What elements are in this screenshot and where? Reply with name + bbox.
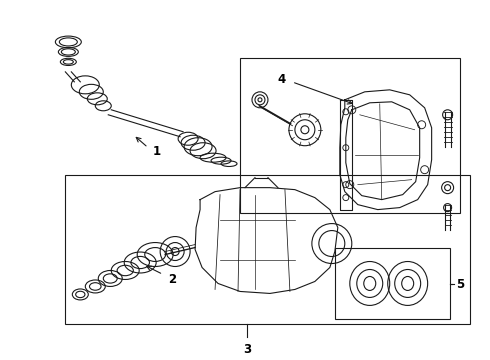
Bar <box>335 248 450 319</box>
Bar <box>65 175 469 324</box>
Text: 3: 3 <box>243 343 251 356</box>
Text: 5: 5 <box>456 278 464 291</box>
Bar <box>240 58 460 213</box>
Text: 2: 2 <box>168 273 176 286</box>
Text: 4: 4 <box>278 73 286 86</box>
Text: 1: 1 <box>153 145 161 158</box>
